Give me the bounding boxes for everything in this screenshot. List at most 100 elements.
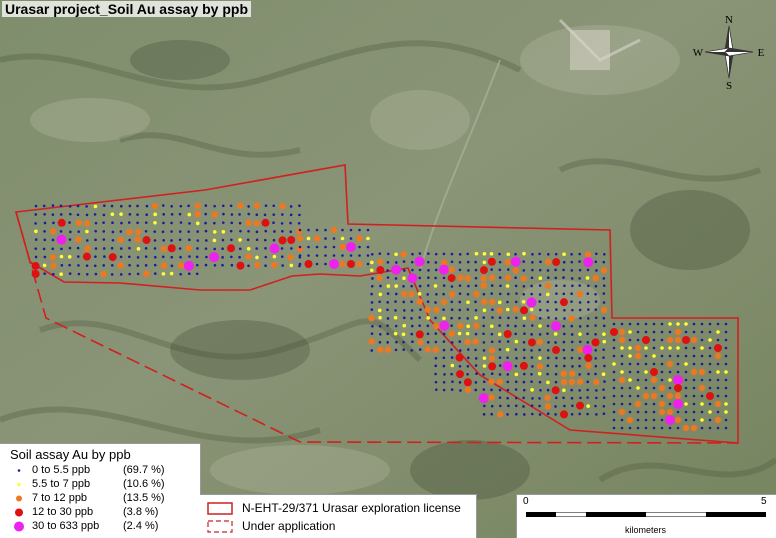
sample-point	[102, 238, 106, 241]
sample-point	[690, 424, 698, 432]
sample-point	[514, 339, 519, 344]
sample-point	[692, 346, 696, 350]
sample-point	[538, 324, 542, 328]
sample-point	[570, 412, 574, 416]
sample-point	[660, 362, 664, 366]
sample-point	[238, 213, 241, 216]
license-boundary[interactable]	[14, 164, 739, 444]
sample-point	[230, 263, 234, 267]
sample-point	[426, 293, 430, 296]
sample-point	[289, 263, 294, 268]
north-arrow-icon: N S W E	[693, 14, 765, 90]
sample-point	[111, 221, 114, 225]
sample-point	[618, 376, 626, 384]
sample-point	[386, 301, 389, 304]
sample-point	[700, 362, 704, 366]
sample-point	[402, 340, 405, 344]
sample-point	[498, 324, 501, 327]
sample-point	[227, 244, 236, 253]
sample-point	[296, 235, 304, 242]
sample-point	[442, 276, 446, 280]
sample-point	[650, 376, 658, 384]
application-boundary[interactable]	[15, 211, 739, 444]
sample-point	[652, 386, 656, 390]
sample-point	[595, 252, 598, 256]
sample-point	[586, 324, 589, 328]
sample-point	[442, 380, 446, 384]
sample-point	[554, 341, 557, 344]
sample-point	[450, 252, 454, 256]
sample-point	[708, 378, 712, 382]
sample-point	[716, 426, 720, 430]
legend-label: 12 to 30 ppb	[32, 506, 94, 518]
sample-point	[522, 260, 525, 263]
sample-point	[94, 247, 98, 250]
sample-point	[83, 220, 91, 227]
sample-point	[586, 404, 590, 408]
sample-point	[272, 204, 276, 208]
sample-point	[458, 381, 462, 384]
sample-point	[230, 238, 233, 242]
sample-point	[93, 204, 98, 209]
compass-w: W	[693, 47, 704, 59]
sample-point	[578, 357, 581, 360]
sample-point	[555, 396, 558, 400]
sample-point	[427, 252, 430, 255]
sample-point	[660, 354, 664, 358]
sample-point	[612, 378, 616, 382]
sample-point	[204, 204, 208, 207]
sample-point	[183, 260, 194, 271]
sample-point	[708, 426, 712, 430]
sample-point	[272, 254, 277, 259]
sample-point	[442, 388, 446, 392]
sample-point	[506, 388, 510, 392]
sample-point	[708, 410, 712, 414]
sample-point	[550, 321, 561, 332]
sample-point	[196, 230, 199, 233]
sample-point	[628, 370, 632, 374]
sample-point	[356, 260, 363, 268]
sample-point	[384, 346, 392, 353]
sample-point	[674, 328, 682, 336]
sample-point	[450, 316, 453, 320]
sample-point	[204, 229, 208, 233]
sample-point	[530, 333, 533, 336]
sample-point	[700, 378, 704, 382]
sample-point	[481, 298, 488, 305]
scale-end: 5	[761, 496, 767, 507]
sample-point	[708, 386, 712, 390]
sample-point	[386, 292, 390, 295]
sample-point	[68, 205, 72, 208]
sample-point	[408, 290, 415, 298]
sample-point	[714, 352, 722, 360]
sample-point	[458, 292, 462, 295]
sample-point	[440, 298, 448, 306]
sample-point	[583, 257, 594, 268]
sample-point	[522, 285, 526, 288]
sample-point	[660, 330, 664, 334]
sample-point	[480, 275, 487, 282]
sample-point	[450, 372, 453, 376]
sample-point	[488, 362, 497, 371]
sample-point	[85, 264, 89, 267]
sample-point	[196, 239, 200, 242]
sample-point	[562, 388, 566, 393]
sample-point	[457, 274, 464, 281]
sample-point	[602, 396, 606, 400]
sample-point	[324, 254, 327, 257]
sample-point	[563, 404, 566, 408]
sample-point	[498, 316, 502, 320]
sample-point	[628, 402, 632, 406]
sample-point	[684, 322, 688, 326]
sample-point	[674, 336, 682, 344]
sample-point	[546, 380, 550, 385]
sample-point	[658, 400, 666, 408]
sample-point	[563, 356, 566, 360]
sample-point	[153, 272, 157, 275]
sample-point	[450, 341, 454, 344]
sample-point	[612, 418, 616, 422]
sample-point	[620, 402, 624, 406]
map-title: Urasar project_Soil Au assay by ppb	[2, 1, 252, 17]
license-legend-item: N-EHT-29/371 Urasar exploration license	[200, 500, 476, 516]
